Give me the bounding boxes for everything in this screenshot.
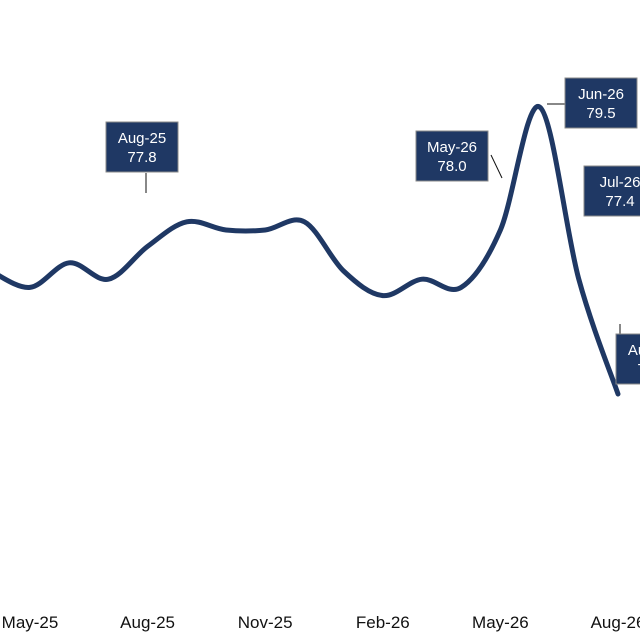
- callout-jul-26: Jul-26 77.4: [583, 165, 640, 217]
- callout-date-label: Jul-26: [600, 174, 640, 191]
- callout-value-label: 76.0: [637, 361, 640, 378]
- callout-may-26: May-26 78.0: [415, 130, 503, 182]
- callout-box: [564, 77, 638, 129]
- callout-value-label: 79.5: [586, 105, 615, 122]
- callout-value-label: 77.4: [605, 193, 634, 210]
- callout-date-label: Aug-26: [628, 342, 640, 359]
- callout-date-label: Jun-26: [578, 86, 624, 103]
- x-tick-label: Aug-25: [120, 613, 175, 632]
- callout-box: [415, 130, 489, 182]
- callout-date-label: Aug-25: [118, 130, 166, 147]
- x-tick-label: May-25: [2, 613, 59, 632]
- x-tick-label: Nov-25: [238, 613, 293, 632]
- callout-aug-26: Aug-26 76.0: [615, 324, 640, 385]
- callout-date-label: May-26: [427, 139, 477, 156]
- callout-leader-line: [490, 154, 503, 179]
- series-line: [0, 104, 621, 397]
- callout-box: [105, 121, 179, 173]
- callout-jun-26: Jun-26 79.5: [547, 77, 638, 129]
- x-tick-label: Aug-26: [591, 613, 640, 632]
- callout-box: [615, 333, 640, 385]
- x-tick-label: May-26: [472, 613, 529, 632]
- callout-value-label: 77.8: [127, 149, 156, 166]
- callout-aug-25: Aug-25 77.8: [105, 121, 179, 193]
- callout-box: [583, 165, 640, 217]
- x-tick-label: Feb-26: [356, 613, 410, 632]
- callout-value-label: 78.0: [437, 158, 466, 175]
